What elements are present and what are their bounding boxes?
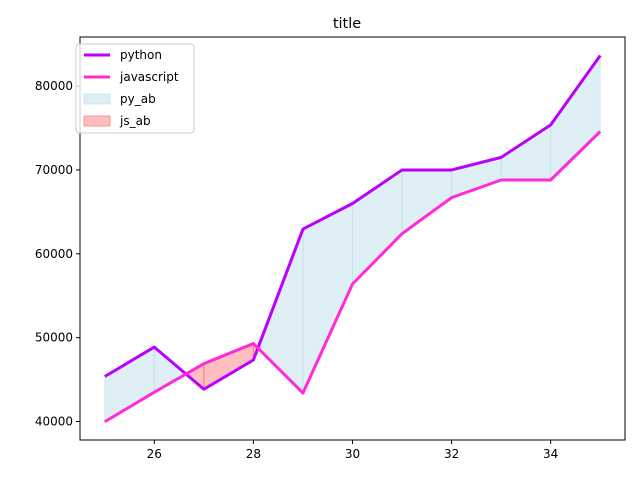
legend-label-js_ab: js_ab [119, 114, 151, 128]
chart-title: title [333, 16, 361, 32]
x-axis: 26 28 30 32 34 [147, 440, 558, 461]
series-line-python [104, 54, 602, 391]
legend: python javascript py_ab js_ab [75, 43, 195, 134]
x-tick-label: 32 [444, 447, 459, 461]
legend-label-py_ab: py_ab [120, 92, 156, 106]
legend-swatch-js_ab [83, 115, 111, 127]
x-tick-label: 28 [246, 447, 261, 461]
x-tick-label: 34 [543, 447, 558, 461]
legend-swatch-py_ab [83, 93, 111, 105]
x-tick-label: 26 [147, 447, 162, 461]
y-tick-label: 70000 [35, 163, 73, 177]
y-tick-label: 50000 [35, 331, 73, 345]
legend-label-javascript: javascript [119, 70, 179, 84]
fill-regions [104, 53, 601, 423]
y-tick-label: 60000 [35, 247, 73, 261]
x-tick-label: 30 [345, 447, 360, 461]
series-line-javascript [104, 130, 602, 424]
legend-label-python: python [120, 48, 162, 62]
y-tick-label: 80000 [35, 79, 73, 93]
legend-box [75, 43, 195, 134]
y-axis: 40000 50000 60000 70000 80000 [35, 79, 80, 429]
y-tick-label: 40000 [35, 415, 73, 429]
series-lines [104, 54, 602, 424]
